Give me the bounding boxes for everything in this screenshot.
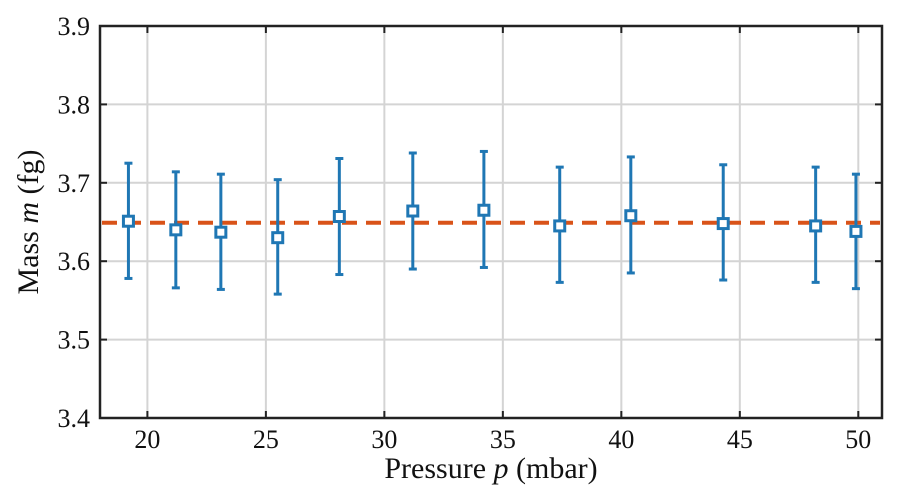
x-tick-label: 30 [371,425,397,454]
data-point [849,224,863,238]
y-tick-label: 3.9 [58,12,91,41]
y-tick-label: 3.4 [58,404,91,433]
y-tick-label: 3.5 [58,326,91,355]
data-point [121,214,135,228]
x-axis-title-prefix: Pressure [384,452,493,485]
data-point [406,204,420,218]
x-axis-title: Pressure p (mbar) [384,452,597,485]
data-series [121,149,863,296]
data-point [477,203,491,217]
x-tick-label: 20 [134,425,160,454]
y-axis-title: Mass m (fg) [12,150,45,295]
y-axis-title-prefix: Mass [12,224,45,295]
y-tick-label: 3.7 [58,169,91,198]
x-tick-label: 50 [845,425,871,454]
data-point [214,225,228,239]
data-point [809,219,823,233]
y-tick-label: 3.6 [58,247,91,276]
y-axis-ticks: 3.4 3.5 3.6 3.7 3.8 3.9 [58,12,882,433]
x-tick-label: 45 [727,425,753,454]
x-tick-label: 25 [253,425,279,454]
y-axis-title-variable: m [12,202,45,224]
x-axis-ticks: 20 25 30 35 40 45 50 [134,26,871,454]
data-point [169,223,183,237]
data-point [271,231,285,245]
x-axis-title-suffix: (mbar) [509,452,598,485]
x-tick-label: 35 [490,425,516,454]
data-point [624,209,638,223]
y-tick-label: 3.8 [58,90,91,119]
plot-frame [98,24,884,420]
data-point [553,219,567,233]
y-axis-title-suffix: (fg) [12,150,45,202]
data-point [716,217,730,231]
x-axis-title-variable: p [492,452,509,485]
x-tick-label: 40 [608,425,634,454]
data-point [332,210,346,224]
